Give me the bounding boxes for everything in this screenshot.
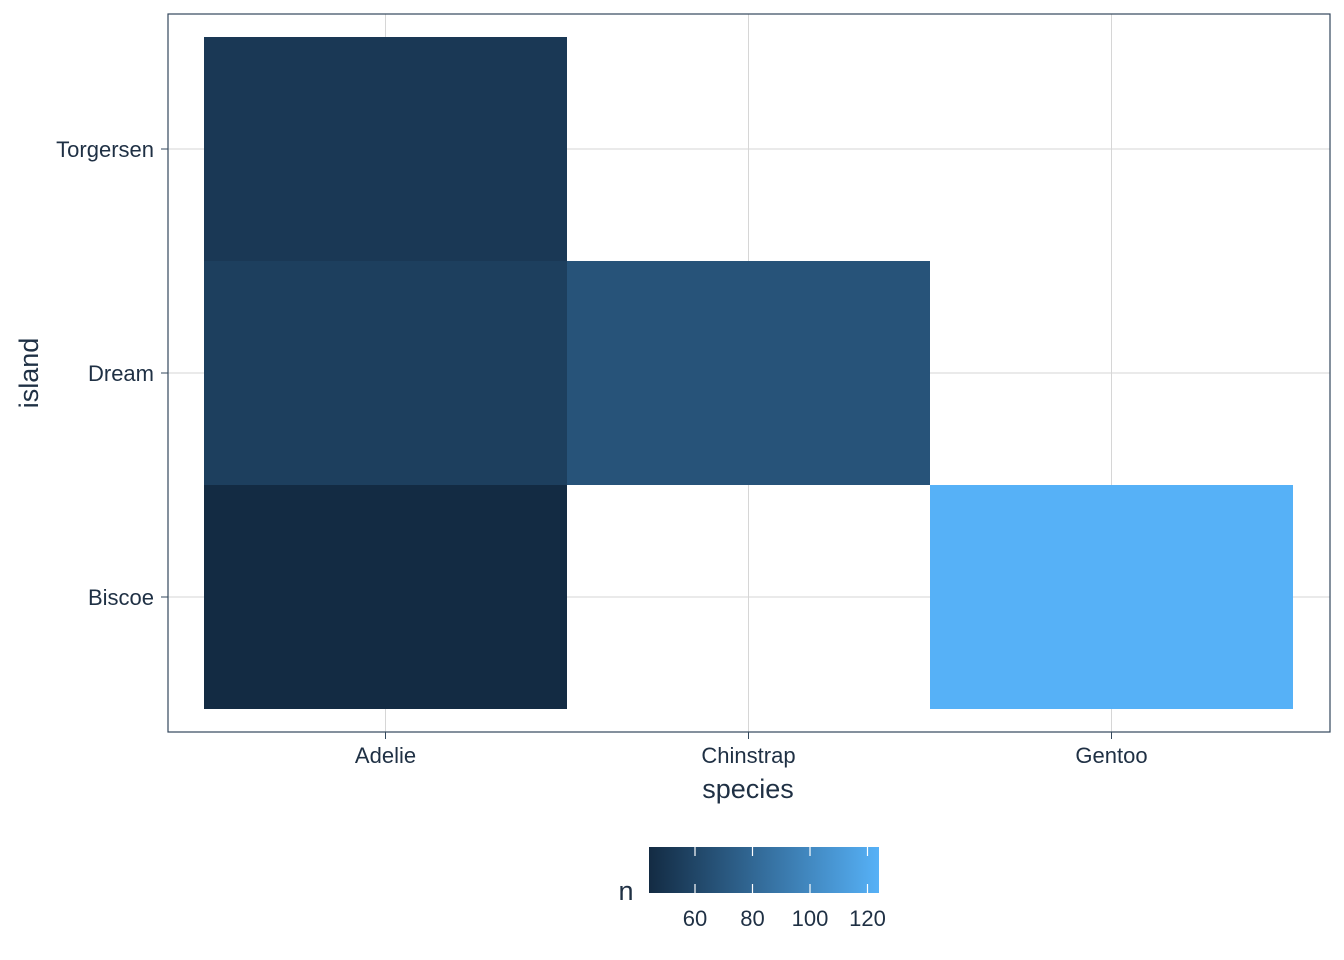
x-axis: Adelie Chinstrap Gentoo xyxy=(355,732,1148,768)
y-axis-title: island xyxy=(14,338,44,409)
legend-title: n xyxy=(618,876,633,906)
x-axis-title: species xyxy=(702,774,794,804)
x-tick-label-chinstrap: Chinstrap xyxy=(701,743,795,768)
color-legend: n 60 80 100 120 xyxy=(618,847,886,931)
legend-tick-label-100: 100 xyxy=(792,906,829,931)
cell-adelie-biscoe xyxy=(204,485,567,709)
cell-adelie-torgersen xyxy=(204,37,567,261)
legend-tick-label-80: 80 xyxy=(740,906,764,931)
y-tick-label-torgersen: Torgersen xyxy=(56,137,154,162)
x-tick-label-adelie: Adelie xyxy=(355,743,416,768)
legend-tick-label-60: 60 xyxy=(683,906,707,931)
legend-tick-label-120: 120 xyxy=(849,906,886,931)
x-tick-label-gentoo: Gentoo xyxy=(1075,743,1147,768)
legend-ticks: 60 80 100 120 xyxy=(683,847,886,931)
y-tick-label-dream: Dream xyxy=(88,361,154,386)
cell-gentoo-biscoe xyxy=(930,485,1293,709)
y-tick-label-biscoe: Biscoe xyxy=(88,585,154,610)
y-axis: Biscoe Dream Torgersen xyxy=(56,137,168,610)
legend-colorbar xyxy=(649,847,879,893)
cell-chinstrap-dream xyxy=(567,261,930,485)
cell-adelie-dream xyxy=(204,261,567,485)
heatmap-cells xyxy=(204,37,1293,709)
